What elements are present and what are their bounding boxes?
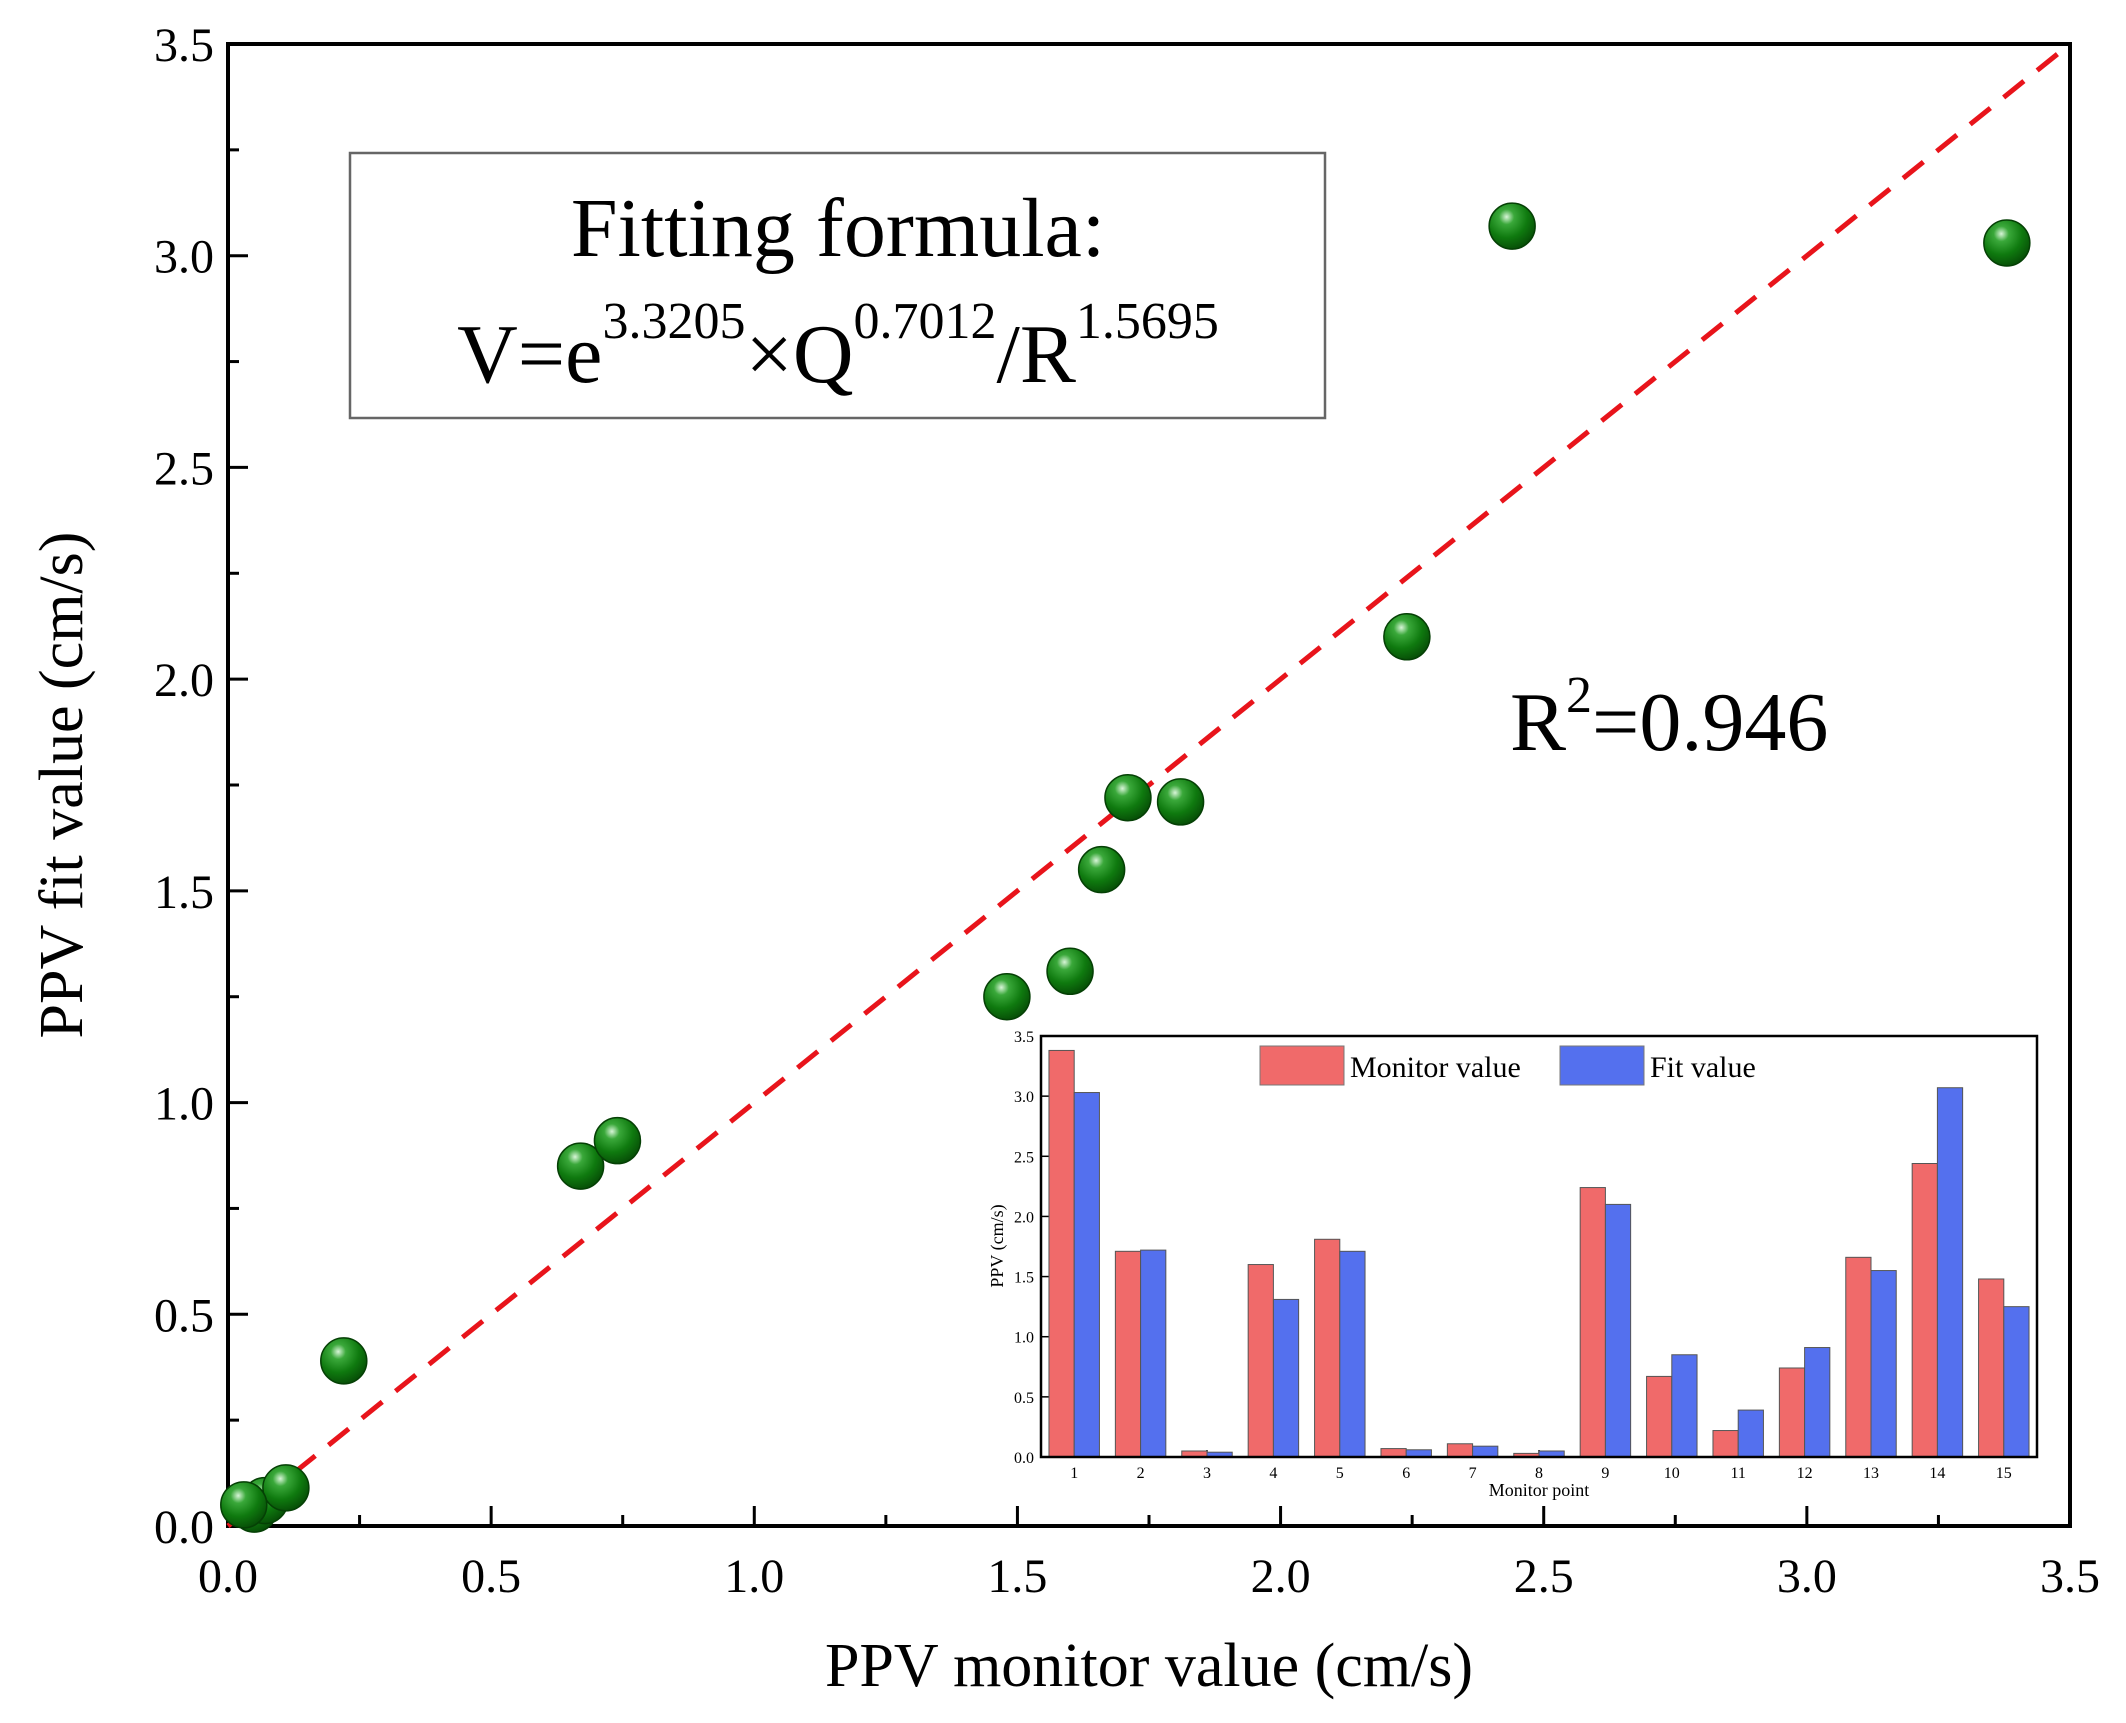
- inset-x-tick-label: 15: [1996, 1465, 2012, 1482]
- bar-monitor-value: [1114, 1250, 1142, 1458]
- bar-fit-value: [1140, 1249, 1167, 1458]
- bar-fit-value: [1604, 1203, 1632, 1458]
- scatter-point: [1046, 947, 1094, 996]
- formula-box: [348, 151, 1327, 420]
- inset-plot-frame: [1039, 1034, 2039, 1459]
- y-tick-label: 3.0: [154, 231, 214, 284]
- scatter-point: [556, 1142, 605, 1190]
- scatter-point: [320, 1337, 368, 1385]
- bar-fit-value: [1671, 1354, 1698, 1458]
- inset-bar-chart: 0.00.51.01.52.02.53.03.51 2 3 4 5 6 7 8 9 10 11 12 1…: [971, 1029, 2045, 1500]
- inset-x-tick-label: 6: [1402, 1465, 1410, 1482]
- scatter-point: [1983, 219, 2031, 267]
- formula-title: Fitting formula:: [571, 182, 1105, 275]
- inset-x-tick-label: 5: [1336, 1465, 1344, 1482]
- inset-x-tick-label: 8: [1535, 1465, 1543, 1482]
- x-tick-label: 3.0: [1777, 1550, 1837, 1603]
- inset-y-tick-label: 1.5: [1014, 1270, 1034, 1287]
- inset-y-axis-label: PPV (cm/s): [987, 1204, 1008, 1287]
- inset-x-tick-label: 12: [1797, 1465, 1813, 1482]
- legend-swatch-fit: [1559, 1045, 1645, 1086]
- bar-fit-value: [1804, 1347, 1831, 1458]
- bar-fit-value: [1737, 1409, 1764, 1458]
- y-tick-label: 0.5: [154, 1289, 214, 1342]
- y-tick-label: 2.0: [154, 654, 214, 707]
- y-axis-label: PPV fit value (cm/s): [28, 532, 96, 1039]
- y-tick-label: 0.0: [154, 1501, 214, 1554]
- inset-x-tick-label: 2: [1137, 1465, 1145, 1482]
- inset-x-tick-label: 1: [1070, 1465, 1078, 1482]
- bar-monitor-value: [1446, 1443, 1474, 1458]
- y-tick-label: 2.5: [154, 442, 214, 495]
- legend-swatch-monitor: [1259, 1045, 1345, 1086]
- scatter-point: [220, 1481, 268, 1529]
- bar-monitor-value: [1579, 1187, 1606, 1458]
- scatter-point: [1156, 778, 1205, 826]
- inset-x-axis-label: Monitor point: [1489, 1480, 1590, 1500]
- bar-fit-value: [1936, 1087, 1964, 1458]
- x-tick-label: 1.0: [724, 1550, 784, 1603]
- x-tick-label: 2.0: [1251, 1550, 1311, 1603]
- scatter-point: [1383, 613, 1431, 661]
- legend-label-fit: Fit value: [1650, 1051, 1756, 1084]
- bar-monitor-value: [1778, 1367, 1806, 1458]
- bar-fit-value: [1870, 1270, 1897, 1458]
- y-tick-label: 1.0: [154, 1078, 214, 1131]
- x-tick-label: 1.5: [987, 1550, 1047, 1603]
- scatter-point: [1077, 845, 1126, 894]
- bar-monitor-value: [1380, 1448, 1407, 1458]
- inset-x-tick-label: 7: [1469, 1465, 1477, 1482]
- inset-y-tick-label: 1.0: [1014, 1330, 1034, 1347]
- reference-line: [226, 42, 2072, 1528]
- bar-monitor-value: [1911, 1163, 1938, 1458]
- bar-monitor-value: [1978, 1278, 2005, 1458]
- inset-x-tick-label: 11: [1730, 1465, 1745, 1482]
- inset-x-tick-label: 4: [1269, 1465, 1277, 1482]
- inset-y-tick-label: 3.5: [1014, 1029, 1034, 1046]
- bar-monitor-value: [1314, 1238, 1341, 1458]
- inset-y-tick-label: 0.0: [1014, 1450, 1034, 1467]
- scatter-points: [220, 202, 2031, 1533]
- x-axis-label: PPV monitor value (cm/s): [825, 1632, 1473, 1700]
- r-squared-annotation: R2=0.946: [1510, 667, 1828, 769]
- x-tick-label: 0.5: [461, 1550, 521, 1603]
- bar-monitor-value: [1048, 1049, 1075, 1458]
- x-tick-label: 0.0: [198, 1550, 258, 1603]
- x-tick-label: 3.5: [2040, 1550, 2100, 1603]
- inset-x-tick-label: 13: [1863, 1465, 1879, 1482]
- scatter-point: [1104, 773, 1152, 822]
- scatter-point: [593, 1116, 642, 1165]
- inset-x-tick-label: 9: [1601, 1465, 1609, 1482]
- inset-y-tick-label: 2.5: [1014, 1149, 1034, 1166]
- formula: V=e3.3205×Q0.7012/R1.5695: [457, 293, 1219, 401]
- scatter-point: [1488, 202, 1536, 250]
- inset-y-tick-label: 0.5: [1014, 1390, 1034, 1407]
- inset-x-tick-label: 3: [1203, 1465, 1211, 1482]
- main-ticks: 0.0 0.5 1.0 1.5 2.0 2.5 3.0 3.5 0.0 0.5 1.0 1.5 2.0 2…: [154, 19, 2100, 1603]
- legend-label-monitor: Monitor value: [1350, 1051, 1521, 1084]
- inset-x-tick-label: 10: [1664, 1465, 1680, 1482]
- y-tick-label: 1.5: [154, 866, 214, 919]
- bar-fit-value: [1272, 1298, 1300, 1458]
- bar-monitor-value: [1646, 1375, 1673, 1458]
- inset-x-tick-label: 14: [1929, 1465, 1945, 1482]
- bar-monitor-value: [1247, 1264, 1274, 1458]
- bar-monitor-value: [1845, 1256, 1872, 1458]
- scatter-point: [262, 1464, 310, 1512]
- bar-fit-value: [2003, 1306, 2030, 1458]
- inset-y-tick-label: 3.0: [1014, 1089, 1034, 1106]
- bar-fit-value: [1472, 1445, 1499, 1458]
- bar-fit-value: [1073, 1092, 1100, 1458]
- y-tick-label: 3.5: [154, 19, 214, 72]
- scatter-point: [983, 972, 1031, 1021]
- bar-monitor-value: [1712, 1430, 1739, 1458]
- inset-y-tick-label: 2.0: [1014, 1209, 1034, 1226]
- inset-legend: Monitor value Fit value: [1259, 1045, 1756, 1086]
- bar-fit-value: [1339, 1250, 1366, 1458]
- x-tick-label: 2.5: [1514, 1550, 1574, 1603]
